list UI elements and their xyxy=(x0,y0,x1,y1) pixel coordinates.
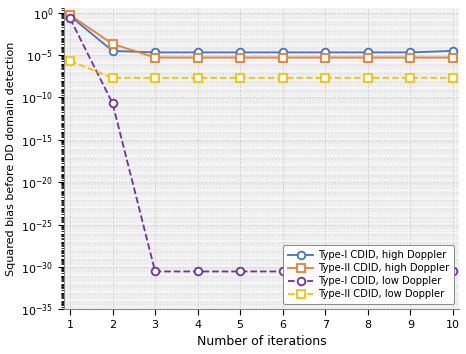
Type-II CDID, low Doppler xyxy=(237,76,243,80)
Type-I CDID, high Doppler xyxy=(152,50,158,55)
Type-II CDID, high Doppler xyxy=(237,55,243,59)
Type-II CDID, high Doppler xyxy=(280,55,286,59)
Type-I CDID, high Doppler xyxy=(237,50,243,55)
Type-II CDID, low Doppler xyxy=(195,76,200,80)
Type-II CDID, high Doppler xyxy=(365,55,370,59)
Type-II CDID, low Doppler xyxy=(365,76,370,80)
Legend: Type-I CDID, high Doppler, Type-II CDID, high Doppler, Type-I CDID, low Doppler,: Type-I CDID, high Doppler, Type-II CDID,… xyxy=(283,245,454,304)
Type-I CDID, low Doppler xyxy=(408,269,413,274)
X-axis label: Number of iterations: Number of iterations xyxy=(197,336,326,348)
Type-I CDID, low Doppler xyxy=(110,101,116,105)
Type-I CDID, high Doppler xyxy=(408,50,413,55)
Type-I CDID, low Doppler xyxy=(195,269,200,274)
Type-II CDID, high Doppler xyxy=(67,13,73,17)
Type-I CDID, low Doppler xyxy=(237,269,243,274)
Type-II CDID, low Doppler xyxy=(408,76,413,80)
Type-II CDID, high Doppler xyxy=(110,42,116,46)
Type-I CDID, high Doppler xyxy=(322,50,328,55)
Type-II CDID, high Doppler xyxy=(408,55,413,59)
Type-II CDID, low Doppler xyxy=(280,76,286,80)
Type-II CDID, low Doppler xyxy=(322,76,328,80)
Type-I CDID, high Doppler xyxy=(67,14,73,18)
Type-I CDID, high Doppler xyxy=(365,50,370,55)
Type-I CDID, low Doppler xyxy=(322,269,328,274)
Type-II CDID, high Doppler xyxy=(322,55,328,59)
Type-I CDID, high Doppler xyxy=(195,50,200,55)
Type-II CDID, low Doppler xyxy=(110,76,116,80)
Type-II CDID, low Doppler xyxy=(67,59,73,63)
Type-II CDID, high Doppler xyxy=(195,55,200,59)
Type-I CDID, high Doppler xyxy=(110,49,116,53)
Y-axis label: Squared bias before DD domain detection: Squared bias before DD domain detection xyxy=(6,42,15,276)
Type-II CDID, low Doppler xyxy=(152,76,158,80)
Line: Type-I CDID, high Doppler: Type-I CDID, high Doppler xyxy=(66,12,457,56)
Type-I CDID, high Doppler xyxy=(450,49,456,53)
Line: Type-I CDID, low Doppler: Type-I CDID, low Doppler xyxy=(66,15,457,275)
Type-II CDID, low Doppler xyxy=(450,76,456,80)
Type-I CDID, low Doppler xyxy=(365,269,370,274)
Line: Type-II CDID, high Doppler: Type-II CDID, high Doppler xyxy=(66,11,457,61)
Type-I CDID, high Doppler xyxy=(280,50,286,55)
Type-II CDID, high Doppler xyxy=(450,55,456,59)
Type-I CDID, low Doppler xyxy=(67,16,73,21)
Line: Type-II CDID, low Doppler: Type-II CDID, low Doppler xyxy=(66,57,457,82)
Type-II CDID, high Doppler xyxy=(152,55,158,59)
Type-I CDID, low Doppler xyxy=(280,269,286,274)
Type-I CDID, low Doppler xyxy=(152,269,158,274)
Type-I CDID, low Doppler xyxy=(450,269,456,274)
